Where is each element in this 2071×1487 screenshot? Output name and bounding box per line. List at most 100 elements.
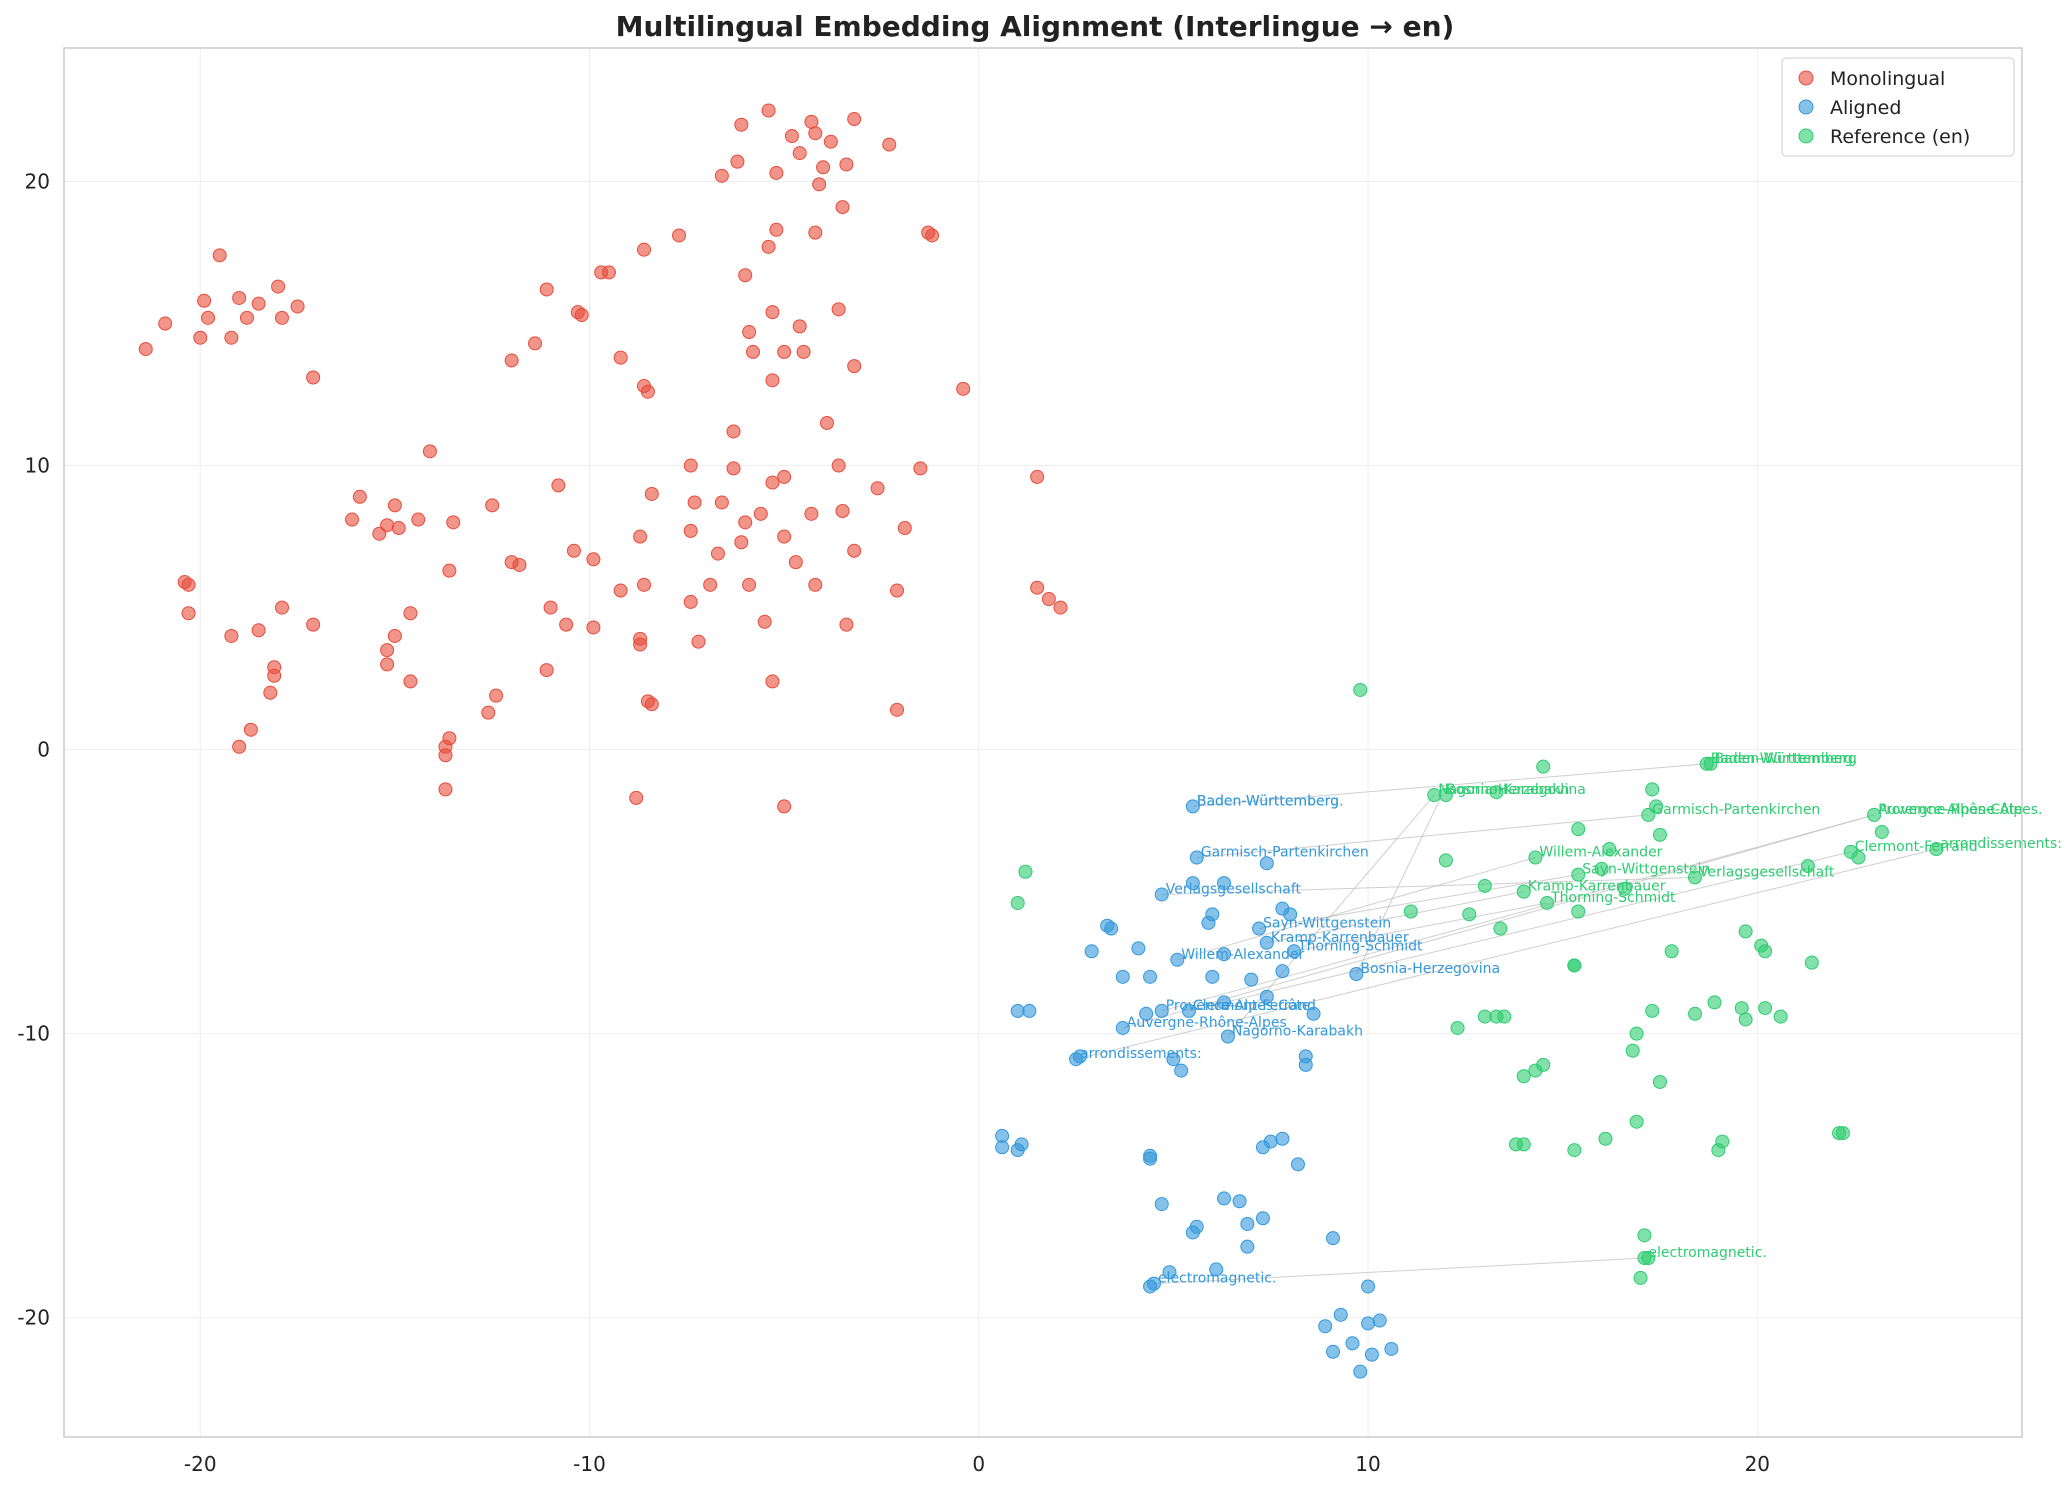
monolingual-point bbox=[232, 290, 247, 305]
point-label: electromagnetic. bbox=[1648, 1245, 1766, 1261]
aligned-point bbox=[1244, 972, 1259, 987]
monolingual-point bbox=[738, 268, 753, 283]
reference-en-point bbox=[1403, 904, 1418, 919]
aligned-point bbox=[1252, 921, 1267, 936]
monolingual-point bbox=[757, 614, 772, 629]
chart-title: Multilingual Embedding Alignment (Interl… bbox=[616, 10, 1455, 43]
aligned-point bbox=[1372, 1313, 1387, 1328]
monolingual-point bbox=[586, 552, 601, 567]
reference-en-point bbox=[1594, 861, 1609, 876]
monolingual-point bbox=[761, 103, 776, 118]
alignment-connector-line bbox=[1293, 902, 1548, 952]
reference-en-point bbox=[1715, 1134, 1730, 1149]
aligned-point bbox=[1139, 1006, 1154, 1021]
aligned-point bbox=[1290, 1157, 1305, 1172]
reference-en-point bbox=[1851, 850, 1866, 865]
alignment-connector-line bbox=[1188, 851, 1851, 1012]
monolingual-point bbox=[765, 475, 780, 490]
monolingual-point bbox=[777, 344, 792, 359]
monolingual-point bbox=[637, 577, 652, 592]
aligned-point bbox=[1220, 1029, 1235, 1044]
legend-marker bbox=[1798, 128, 1814, 144]
monolingual-point bbox=[586, 620, 601, 635]
reference-en-point bbox=[1688, 1006, 1703, 1021]
reference-en-point bbox=[1645, 1003, 1660, 1018]
monolingual-point bbox=[913, 461, 928, 476]
aligned-point bbox=[1263, 1134, 1278, 1149]
aligned-point bbox=[1185, 1225, 1200, 1240]
aligned-point bbox=[1154, 1003, 1169, 1018]
monolingual-point bbox=[637, 242, 652, 257]
reference-en-point bbox=[1664, 944, 1679, 959]
monolingual-point bbox=[1041, 592, 1056, 607]
aligned-point bbox=[1115, 969, 1130, 984]
aligned-point bbox=[1143, 969, 1158, 984]
point-label: Verlagsgesellschaft bbox=[1166, 881, 1302, 897]
monolingual-point bbox=[714, 495, 729, 510]
aligned-point bbox=[1217, 1191, 1232, 1206]
monolingual-point bbox=[481, 705, 496, 720]
monolingual-point bbox=[835, 200, 850, 215]
monolingual-point bbox=[726, 424, 741, 439]
monolingual-point bbox=[808, 126, 823, 141]
point-label: Clermont-Ferrand bbox=[1193, 998, 1316, 1014]
y-tick-label: -20 bbox=[17, 1306, 50, 1330]
alignment-connector-line bbox=[1122, 814, 1875, 1029]
reference-en-point bbox=[1652, 827, 1667, 842]
aligned-point bbox=[1255, 1211, 1270, 1226]
monolingual-point bbox=[808, 577, 823, 592]
monolingual-point bbox=[267, 668, 282, 683]
monolingual-point bbox=[644, 486, 659, 501]
aligned-point bbox=[1174, 1063, 1189, 1078]
reference-en-point bbox=[1738, 924, 1753, 939]
alignment-connector-line bbox=[1355, 794, 1443, 975]
point-label: Provence-Alpes-Côte bbox=[1166, 998, 1311, 1014]
legend-label: Reference (en) bbox=[1830, 126, 1970, 148]
aligned-point bbox=[1364, 1347, 1379, 1362]
reference-en-point bbox=[1629, 1114, 1644, 1129]
legend-marker bbox=[1798, 70, 1814, 86]
monolingual-point bbox=[352, 489, 367, 504]
aligned-point bbox=[1014, 1137, 1029, 1152]
monolingual-point bbox=[193, 330, 208, 345]
aligned-point bbox=[1275, 964, 1290, 979]
aligned-point bbox=[1283, 907, 1298, 922]
monolingual-point bbox=[835, 504, 850, 518]
aligned-point bbox=[1333, 1307, 1348, 1322]
aligned-point bbox=[1162, 1265, 1177, 1280]
monolingual-point bbox=[633, 529, 648, 544]
y-tick-label: 20 bbox=[25, 170, 50, 194]
monolingual-point bbox=[380, 657, 395, 672]
monolingual-point bbox=[761, 239, 776, 254]
monolingual-point bbox=[796, 344, 811, 359]
reference-en-point bbox=[1598, 1131, 1613, 1146]
point-label: Bosnia-Herzegovina bbox=[1446, 782, 1586, 798]
aligned-point bbox=[1259, 935, 1274, 950]
reference-en-point bbox=[1625, 1043, 1640, 1058]
aligned-point bbox=[1232, 1194, 1247, 1209]
monolingual-point bbox=[769, 165, 784, 180]
monolingual-point bbox=[559, 617, 574, 632]
reference-en-point bbox=[1497, 1009, 1512, 1024]
point-label: Baden-Württemberg bbox=[1715, 751, 1857, 767]
aligned-point bbox=[1181, 1003, 1196, 1018]
reference-en-point bbox=[1489, 785, 1504, 800]
monolingual-point bbox=[784, 129, 799, 144]
monolingual-point bbox=[181, 606, 196, 621]
monolingual-point bbox=[1053, 600, 1068, 615]
reference-en-point bbox=[1758, 944, 1773, 959]
monolingual-point bbox=[870, 481, 885, 496]
point-label: Thorning-Schmidt bbox=[1550, 890, 1676, 906]
monolingual-point bbox=[745, 344, 760, 359]
monolingual-point bbox=[633, 637, 648, 652]
monolingual-point bbox=[158, 316, 173, 331]
point-label: electromagnetic. bbox=[1158, 1271, 1276, 1287]
x-tick-label: 20 bbox=[1745, 1452, 1770, 1476]
monolingual-point bbox=[890, 702, 905, 717]
monolingual-point bbox=[387, 498, 402, 513]
aligned-point bbox=[1205, 969, 1220, 984]
point-label: Bosnia-Herzegovina bbox=[1360, 961, 1500, 977]
legend-box bbox=[1781, 57, 2015, 157]
reference-en-point bbox=[1602, 842, 1617, 857]
